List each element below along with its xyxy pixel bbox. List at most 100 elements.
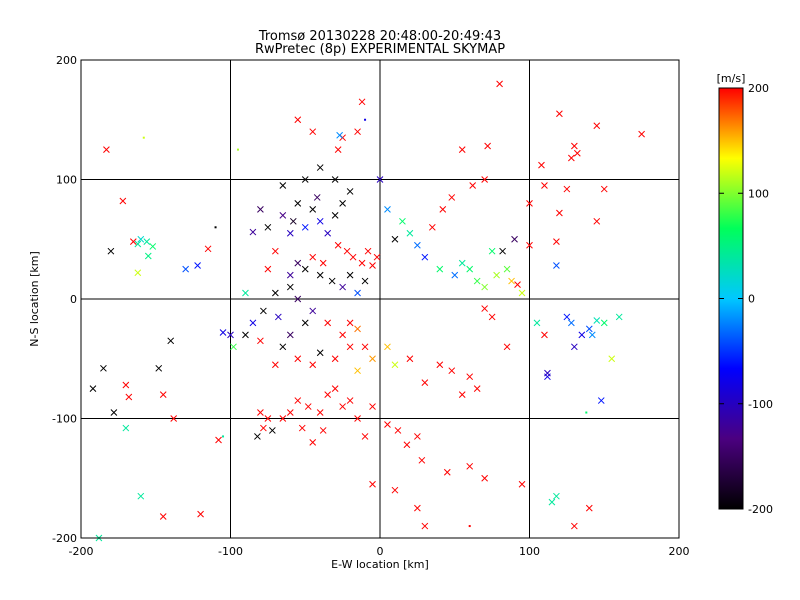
data-point-cross xyxy=(249,319,257,327)
data-point-cross xyxy=(499,247,506,255)
data-point-cross xyxy=(339,331,346,339)
data-point-cross xyxy=(484,142,491,150)
data-point-cross xyxy=(339,403,346,410)
data-point-cross xyxy=(526,200,533,207)
data-point-cross xyxy=(563,313,571,321)
data-point-cross xyxy=(286,409,294,416)
colorbar-tick-label: 0 xyxy=(748,293,755,306)
colorbar-tick-label: -200 xyxy=(748,503,773,516)
data-point-cross xyxy=(100,364,107,372)
data-point-cross xyxy=(144,252,152,260)
data-point-cross xyxy=(137,492,145,500)
data-point-cross xyxy=(421,522,429,530)
data-point-cross xyxy=(481,305,489,312)
data-point-cross xyxy=(358,98,366,106)
data-point-cross xyxy=(294,259,302,267)
data-point-cross xyxy=(334,241,342,249)
data-point-cross xyxy=(503,343,511,351)
data-point-cross xyxy=(294,200,302,207)
data-point-cross xyxy=(361,343,369,351)
data-point-cross xyxy=(197,510,204,518)
data-point-cross xyxy=(316,164,324,171)
data-point-cross xyxy=(346,271,354,279)
data-point-cross xyxy=(149,243,157,250)
data-point-cross xyxy=(421,379,429,387)
data-point-cross xyxy=(369,355,376,363)
data-point-cross xyxy=(354,415,361,422)
data-point-cross xyxy=(439,206,447,213)
data-point-cross xyxy=(406,355,414,363)
data-point-cross xyxy=(294,397,302,404)
data-point-cross xyxy=(585,504,593,512)
data-point-cross xyxy=(556,209,563,217)
data-point-cross xyxy=(331,211,339,219)
data-point-cross xyxy=(373,253,381,261)
data-point-cross xyxy=(526,241,533,249)
data-point-cross xyxy=(488,313,496,321)
data-point-cross xyxy=(481,474,489,482)
data-point-cross xyxy=(230,343,237,351)
chart-title: Tromsø 20130228 20:48:00-20:49:43 xyxy=(258,29,501,44)
colorbar-label: [m/s] xyxy=(717,72,746,85)
data-point-cross xyxy=(349,253,357,261)
data-point-cross xyxy=(227,331,234,339)
y-tick-label: 100 xyxy=(56,174,77,187)
data-point-cross xyxy=(570,522,578,530)
y-tick-label: 200 xyxy=(56,54,77,67)
data-point-cross xyxy=(544,369,551,377)
data-point-cross xyxy=(324,319,332,327)
data-point-dot xyxy=(468,525,471,528)
data-point-cross xyxy=(134,240,142,248)
data-point-cross xyxy=(155,364,163,372)
data-point-cross xyxy=(369,480,376,488)
colorbar-tick-label: 100 xyxy=(748,187,769,200)
data-point-cross xyxy=(294,295,302,303)
data-point-cross xyxy=(448,194,456,201)
data-point-cross xyxy=(568,154,575,162)
data-point-cross xyxy=(257,337,264,345)
data-point-cross xyxy=(518,480,526,488)
data-point-cross xyxy=(361,433,369,440)
data-point-cross xyxy=(309,361,317,369)
data-point-cross xyxy=(568,319,575,327)
data-point-cross xyxy=(458,146,466,153)
data-point-dot xyxy=(142,136,145,139)
data-point-cross xyxy=(354,289,361,297)
x-tick-label: -200 xyxy=(69,545,94,558)
data-point-cross xyxy=(279,343,287,351)
data-point-cross xyxy=(553,262,560,269)
data-point-cross xyxy=(600,319,608,327)
data-points xyxy=(89,80,645,542)
data-point-cross xyxy=(364,247,372,255)
data-point-cross xyxy=(328,277,336,285)
data-point-cross xyxy=(301,319,309,327)
data-point-dot xyxy=(236,148,239,151)
data-point-cross xyxy=(514,281,521,289)
x-tick-label: 200 xyxy=(669,545,690,558)
data-point-cross xyxy=(242,331,249,339)
data-point-cross xyxy=(436,361,444,369)
data-point-cross xyxy=(406,229,414,237)
data-point-cross xyxy=(414,504,421,512)
data-point-cross xyxy=(481,283,489,291)
data-point-cross xyxy=(533,319,541,327)
data-point-cross xyxy=(369,262,376,269)
data-point-cross xyxy=(204,245,212,253)
data-point-cross xyxy=(541,331,548,339)
data-point-cross xyxy=(511,235,518,243)
data-point-cross xyxy=(249,228,257,236)
data-point-cross xyxy=(346,343,354,351)
data-point-cross xyxy=(414,241,421,249)
data-point-cross xyxy=(260,424,267,432)
data-point-cross xyxy=(553,238,560,245)
data-point-cross xyxy=(279,415,287,422)
data-point-dot xyxy=(214,226,217,229)
data-point-cross xyxy=(548,498,556,506)
colorbar-tick-label: 200 xyxy=(748,82,769,95)
data-point-cross xyxy=(488,247,496,255)
data-point-cross xyxy=(518,289,526,297)
data-point-cross xyxy=(264,223,272,231)
data-point-cross xyxy=(264,415,272,422)
data-point-cross xyxy=(585,325,593,333)
